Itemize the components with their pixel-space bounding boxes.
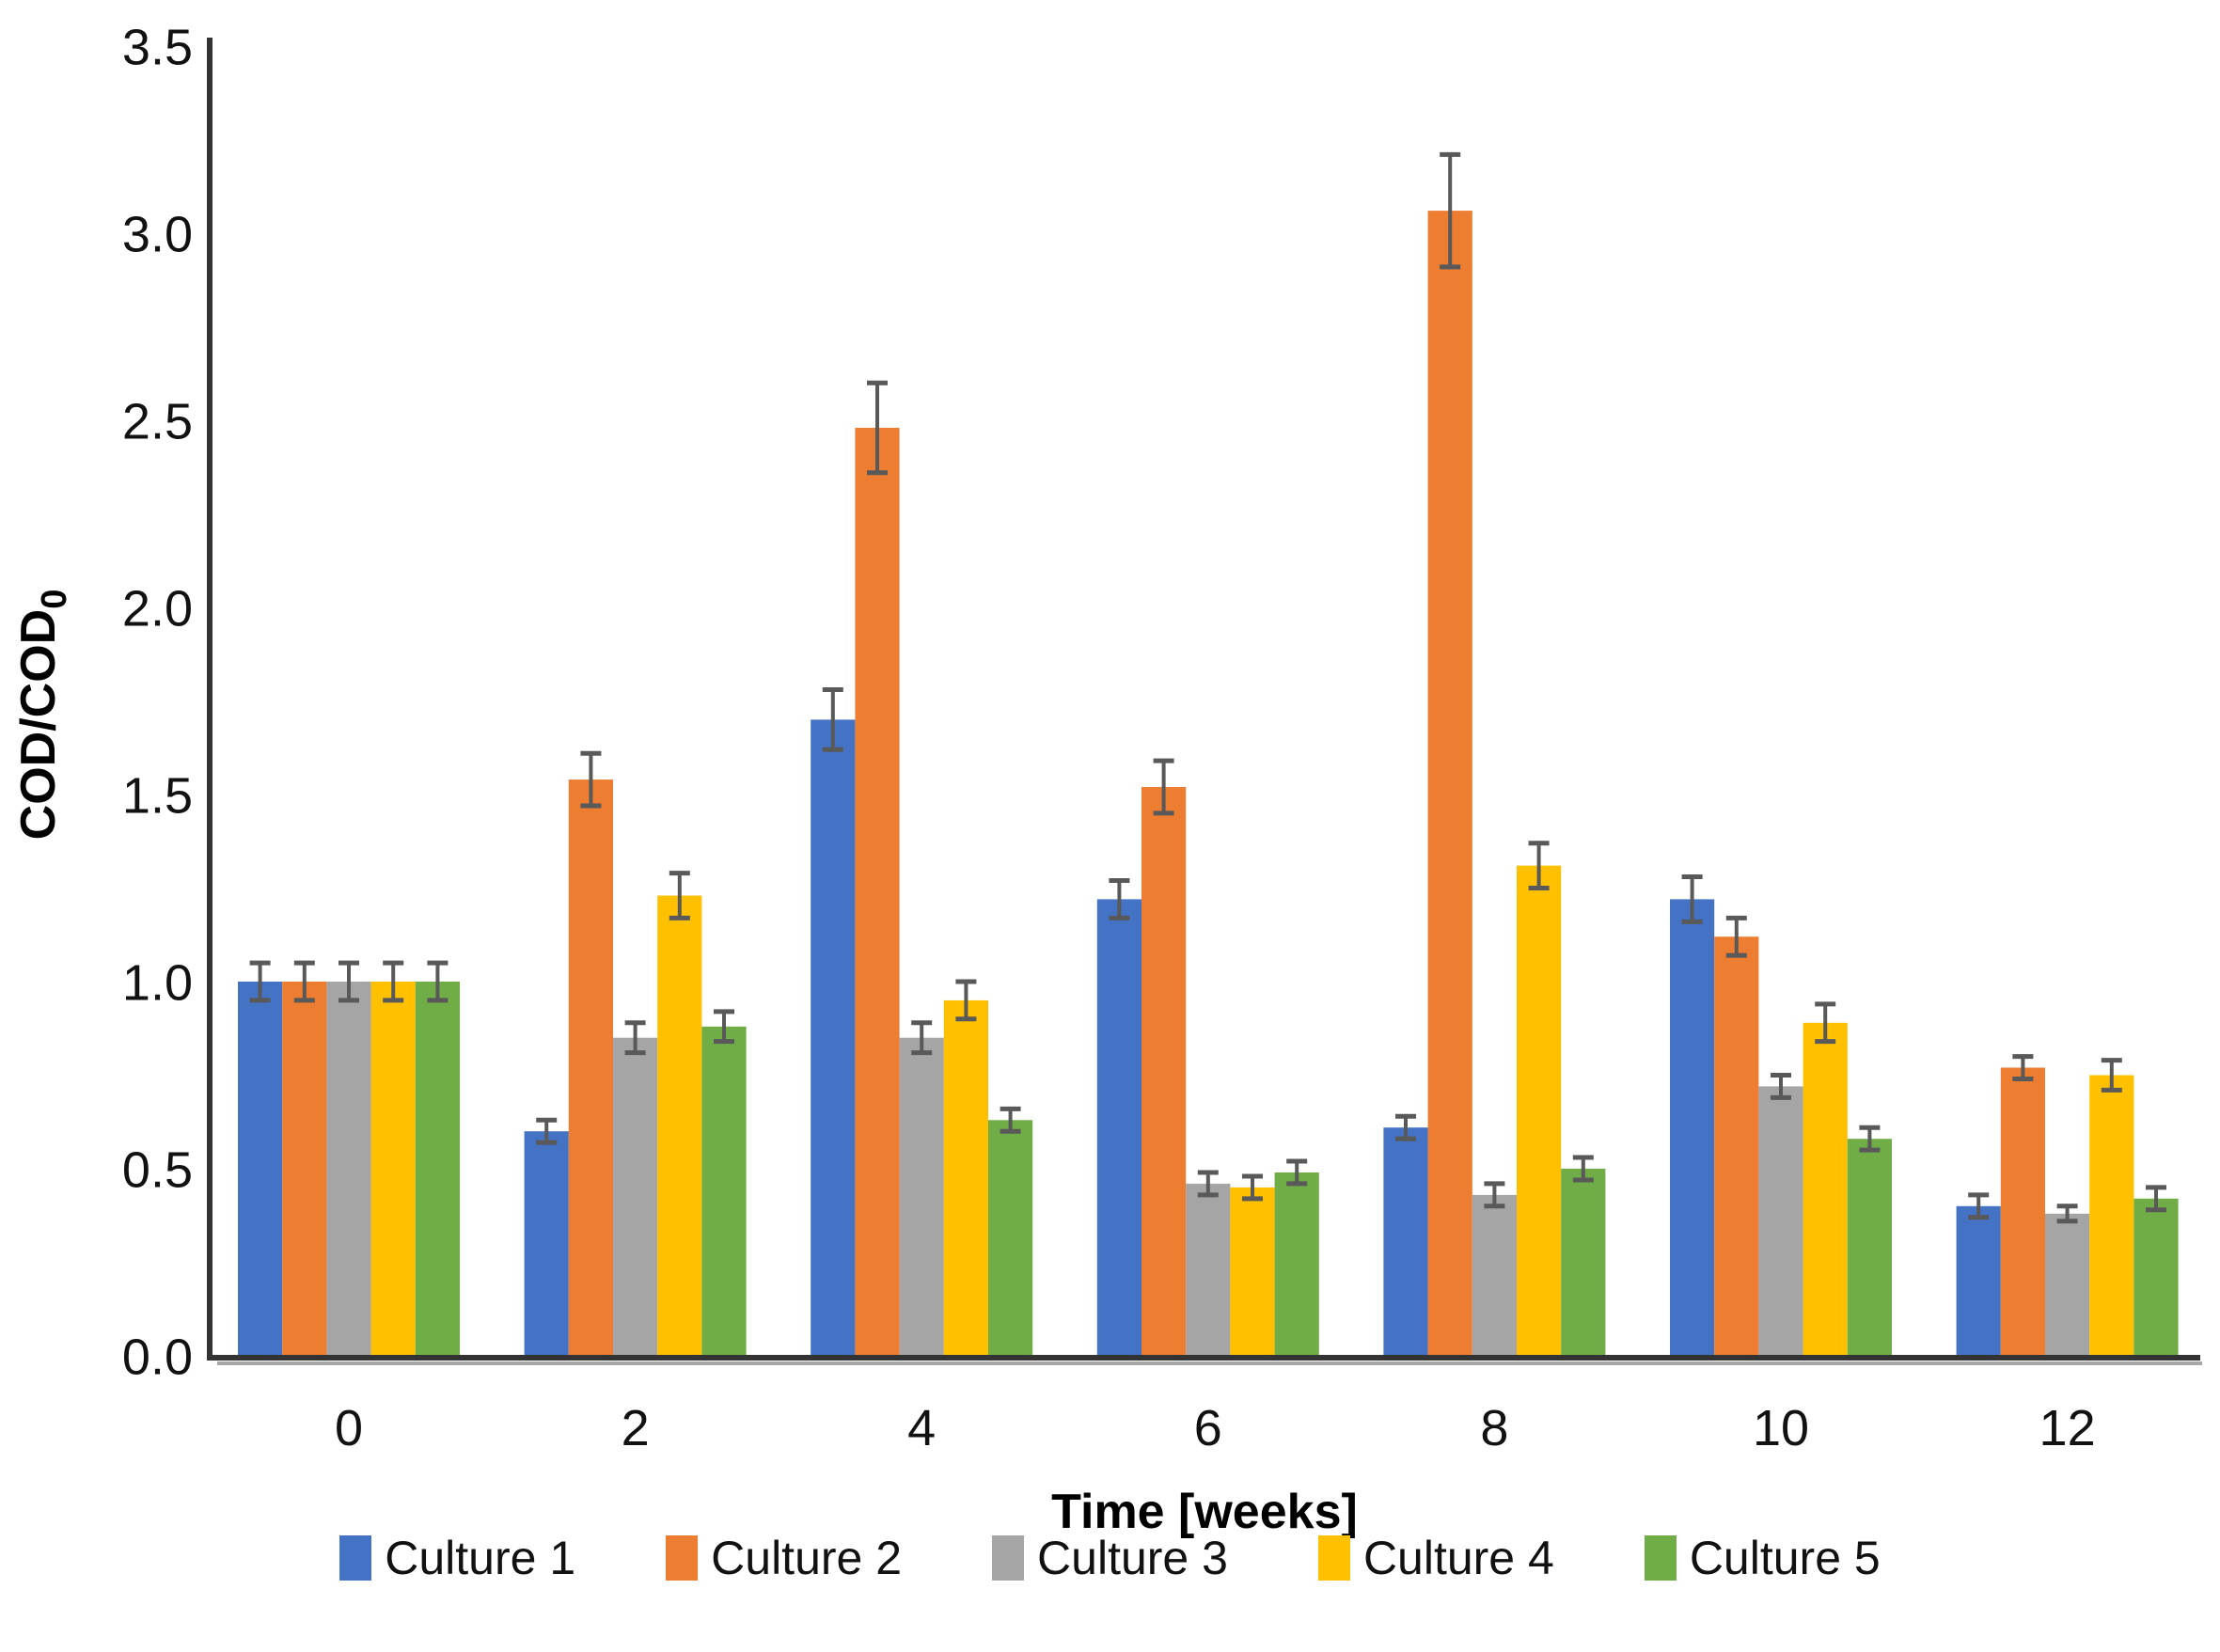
y-tick-label: 3.0 [122,206,193,262]
legend-label: Culture 2 [711,1532,903,1584]
bars-layer [238,211,2179,1357]
bar [943,999,988,1356]
y-tick-label: 1.5 [122,767,193,824]
bar [1274,1172,1319,1356]
x-tick-label: 8 [1480,1400,1508,1456]
bar [524,1131,569,1356]
x-tick-label: 0 [335,1400,363,1456]
x-tick-label: 4 [907,1400,936,1456]
error-bars-layer [249,151,2166,1224]
x-axis-title: Time [weeks] [1051,1485,1358,1539]
bar [1517,865,1562,1356]
bar [1472,1194,1517,1356]
y-tick-label: 2.5 [122,393,193,449]
bar [701,1026,747,1356]
bar [657,895,702,1356]
legend-swatch [666,1535,699,1581]
bar [811,719,856,1356]
legend-label: Culture 5 [1689,1532,1881,1584]
legend-label: Culture 1 [385,1532,576,1584]
bar [2000,1067,2045,1356]
bar [1230,1187,1275,1356]
legend-swatch [1317,1535,1350,1581]
legend-label: Culture 4 [1362,1532,1554,1584]
bar [1847,1139,1892,1356]
y-tick-label: 0.0 [122,1329,193,1385]
bar [613,1037,658,1356]
bar [1383,1127,1428,1356]
bar [2045,1213,2090,1356]
legend-item: Culture 4 [1317,1531,1554,1585]
y-tick-label: 0.5 [122,1141,193,1198]
y-tick-label: 1.0 [122,954,193,1011]
bar [568,779,613,1356]
bar [415,982,460,1356]
bar [282,982,327,1356]
bar [988,1120,1033,1356]
legend-item: Culture 3 [992,1531,1228,1585]
bar [1561,1169,1606,1356]
bar [1714,936,1759,1356]
bar [326,982,371,1356]
bar [1670,899,1715,1356]
legend-item: Culture 1 [339,1531,575,1585]
bar [1956,1205,2001,1356]
y-axis-title: COD/COD0 [11,590,74,841]
x-tick-label: 6 [1194,1400,1222,1456]
legend-swatch [992,1535,1025,1581]
bar [1141,787,1187,1356]
x-tick-label: 12 [2039,1400,2096,1456]
bar [1427,211,1472,1357]
y-tick-label: 2.0 [122,580,193,637]
y-axis-ticks: 0.0 0.5 1.0 1.5 2.0 2.5 3.0 3.5 [122,19,193,1385]
legend-label: Culture 3 [1037,1532,1228,1584]
bar [370,982,416,1356]
bar [1758,1086,1803,1356]
bar [238,982,283,1356]
bar [1186,1183,1231,1356]
legend-item: Culture 5 [1644,1531,1881,1585]
bar [2133,1198,2179,1356]
bar [1803,1022,1848,1356]
legend-swatch [1644,1535,1677,1581]
x-axis-ticks: 0 2 4 6 8 10 12 [335,1400,2096,1456]
bar [899,1037,944,1356]
bar [2089,1075,2134,1356]
legend-item: Culture 2 [666,1531,902,1585]
axis-lines [207,38,2202,1365]
bar [1096,899,1141,1356]
x-tick-label: 2 [622,1400,650,1456]
x-tick-label: 10 [1753,1400,1809,1456]
legend-swatch [339,1535,372,1581]
bar [855,428,900,1356]
legend: Culture 1 Culture 2 Culture 3 Culture 4 Cult… [0,1531,2220,1585]
y-tick-label: 3.5 [122,19,193,75]
